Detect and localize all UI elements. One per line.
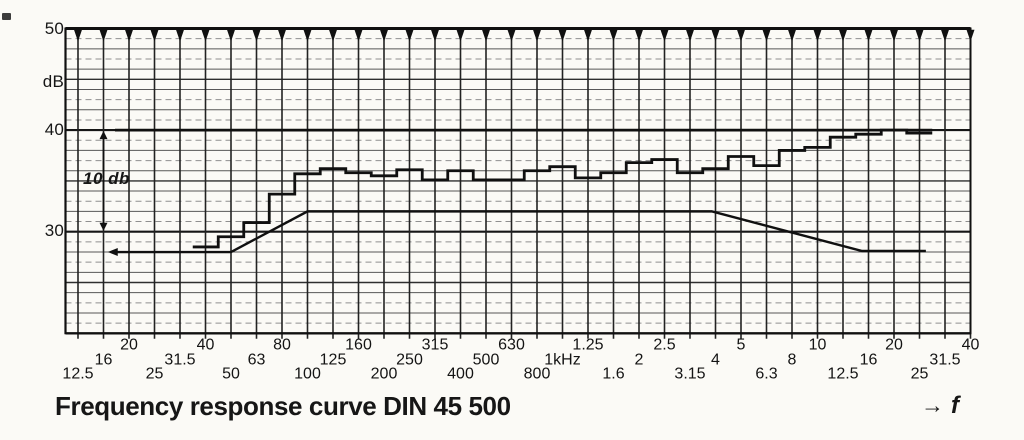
x-tick-label: 160 xyxy=(345,337,372,354)
band-wedge-icon xyxy=(711,29,720,42)
x-tick-label: 12.5 xyxy=(827,366,858,383)
band-marker-wedges xyxy=(74,29,975,42)
x-tick-label: 25 xyxy=(146,366,164,383)
band-wedge-icon xyxy=(201,29,210,42)
band-wedge-icon xyxy=(533,29,541,42)
x-tick-label: 16 xyxy=(95,352,113,369)
x-tick-label: 4 xyxy=(711,352,720,369)
x-tick-label: 2 xyxy=(635,352,644,369)
band-wedge-icon xyxy=(737,29,745,42)
band-wedge-icon xyxy=(813,29,822,42)
x-tick-label: 2.5 xyxy=(653,337,675,354)
x-axis-band-labels: 12.516202531.540506380100125160200250315… xyxy=(62,337,979,383)
x-tick-label: 6.3 xyxy=(755,366,777,383)
x-tick-label: 100 xyxy=(294,366,321,383)
plot-border xyxy=(64,27,972,335)
x-tick-label: 63 xyxy=(248,352,266,369)
x-tick-label: 1.25 xyxy=(572,337,603,354)
band-wedge-icon xyxy=(584,29,592,42)
x-tick-label: 1kHz xyxy=(544,352,580,369)
stepped-curve xyxy=(192,128,933,249)
lower-limit-line xyxy=(116,210,926,254)
band-wedge-icon xyxy=(482,29,490,42)
band-wedge-icon xyxy=(125,29,133,42)
band-wedge-icon xyxy=(915,29,924,42)
x-tick-label: 20 xyxy=(885,337,903,354)
band-wedge-icon xyxy=(431,29,439,42)
arrow-up-icon xyxy=(99,130,108,140)
x-tick-label: 200 xyxy=(371,366,398,383)
band-wedge-icon xyxy=(303,29,312,42)
band-wedge-icon xyxy=(890,29,898,42)
band-wedge-icon xyxy=(380,29,388,42)
band-wedge-icon xyxy=(864,29,873,42)
x-tick-label: 12.5 xyxy=(62,366,93,383)
band-wedge-icon xyxy=(507,29,516,42)
frequency-symbol: f xyxy=(951,392,959,419)
band-wedge-icon xyxy=(252,29,261,42)
band-wedge-icon xyxy=(635,29,643,42)
band-wedge-icon xyxy=(660,29,669,42)
x-tick-label: 40 xyxy=(197,337,215,354)
band-wedge-icon xyxy=(941,29,949,42)
arrow-down-icon xyxy=(99,222,108,231)
x-tick-label: 5 xyxy=(737,337,746,354)
band-wedge-icon xyxy=(839,29,847,42)
x-tick-label: 31.5 xyxy=(164,352,195,369)
band-wedge-icon xyxy=(405,29,414,42)
band-wedge-icon xyxy=(558,29,567,42)
x-tick-label: 400 xyxy=(447,366,474,383)
ten-db-scale-arrow xyxy=(99,130,108,231)
band-wedge-icon xyxy=(354,29,363,42)
x-tick-label: 315 xyxy=(422,337,449,354)
ten-db-scale-label: 10 db xyxy=(83,169,130,188)
x-tick-label: 10 xyxy=(809,337,827,354)
frequency-axis-label: → f xyxy=(921,392,959,420)
measured-response-trace xyxy=(192,128,933,249)
tolerance-mask xyxy=(107,128,933,257)
x-tick-label: 630 xyxy=(498,337,525,354)
x-tick-label: 800 xyxy=(524,366,551,383)
y-axis-unit-label: dB xyxy=(42,72,64,91)
lower-limit-left-arrowhead-icon xyxy=(107,248,118,257)
x-tick-label: 3.15 xyxy=(674,366,705,383)
band-wedge-icon xyxy=(609,29,618,42)
band-wedge-icon xyxy=(329,29,337,42)
chart-title: Frequency response curve DIN 45 500 xyxy=(55,391,511,421)
x-tick-label: 25 xyxy=(911,366,929,383)
x-tick-label: 250 xyxy=(396,352,423,369)
band-wedge-icon xyxy=(456,29,465,42)
x-tick-label: 20 xyxy=(120,337,138,354)
band-wedge-icon xyxy=(176,29,184,42)
x-tick-label: 8 xyxy=(788,352,797,369)
x-tick-label: 1.6 xyxy=(602,366,624,383)
band-wedge-icon xyxy=(686,29,694,42)
band-wedge-icon xyxy=(150,29,159,42)
x-tick-label: 500 xyxy=(473,352,500,369)
band-wedge-icon xyxy=(788,29,796,42)
x-tick-label: 31.5 xyxy=(929,352,960,369)
y-axis-tick-30: 30 xyxy=(44,221,64,240)
band-wedge-icon xyxy=(278,29,286,42)
band-wedge-icon xyxy=(762,29,771,42)
x-tick-label: 50 xyxy=(222,366,240,383)
band-wedge-icon xyxy=(74,29,82,42)
vertical-gridlines xyxy=(77,28,972,339)
x-tick-label: 40 xyxy=(962,337,980,354)
x-tick-label: 16 xyxy=(860,352,878,369)
frequency-response-chart: 12.516202531.540506380100125160200250315… xyxy=(62,27,980,383)
x-tick-label: 80 xyxy=(273,337,291,354)
band-wedge-icon xyxy=(227,29,235,42)
right-arrow-icon: → xyxy=(921,392,944,418)
x-tick-label: 125 xyxy=(320,352,347,369)
y-axis-tick-40: 40 xyxy=(44,120,64,139)
band-wedge-icon xyxy=(99,29,108,42)
scan-artifact-speck xyxy=(2,13,11,20)
y-axis-tick-50: 50 xyxy=(44,19,64,38)
